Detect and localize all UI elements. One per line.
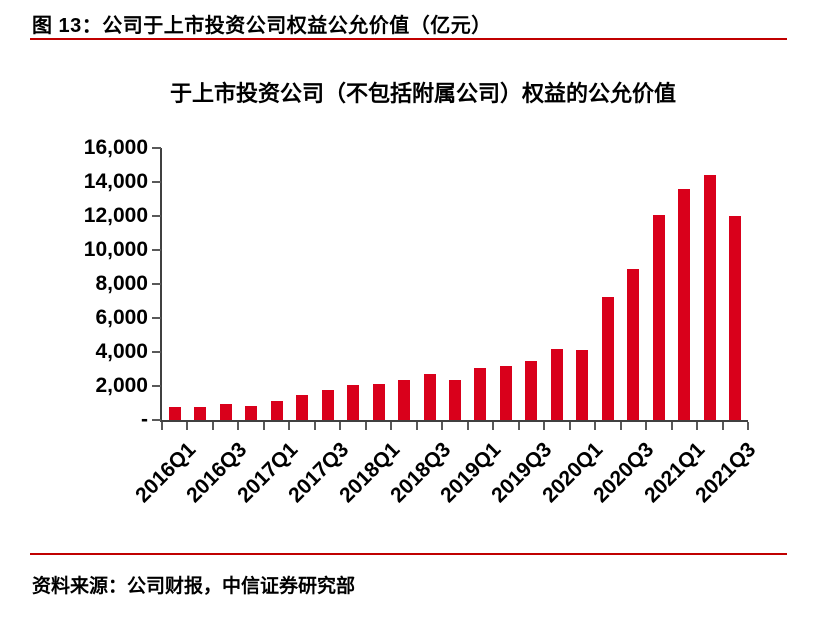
x-axis-tick-mark (262, 422, 265, 430)
bar-2020Q3 (627, 269, 640, 420)
bar-2018Q3 (423, 374, 436, 420)
x-axis-tick-mark (339, 422, 342, 430)
y-axis-tick-mark (152, 147, 161, 149)
chart-title: 于上市投资公司（不包括附属公司）权益的公允价值 (169, 81, 676, 106)
bar-2017Q3 (321, 390, 334, 420)
y-axis-tick-label: 10,000 (83, 238, 148, 261)
x-axis-tick-mark (364, 422, 367, 430)
x-axis-tick-mark (645, 422, 648, 430)
x-axis-tick-mark (721, 422, 724, 430)
x-axis-tick-mark (543, 422, 546, 430)
bar-2020Q1 (576, 350, 589, 420)
y-axis-tick-label: 2,000 (95, 374, 148, 397)
source-divider-line (30, 553, 787, 555)
bar-2021Q1 (678, 188, 691, 420)
y-axis-tick-mark (152, 419, 161, 421)
bar-2016Q3 (219, 403, 232, 420)
bar-2016Q2 (194, 406, 207, 420)
x-axis-tick-mark (211, 422, 214, 430)
y-axis-tick-label: 12,000 (83, 204, 148, 227)
bar-2021Q2 (703, 175, 716, 420)
bar-2019Q3 (525, 361, 538, 420)
y-axis-tick-mark (152, 351, 161, 353)
y-axis-tick-label: - (141, 408, 148, 431)
x-axis-tick-mark (237, 422, 240, 430)
y-axis-tick-label: 8,000 (95, 272, 148, 295)
x-axis-tick-mark (517, 422, 520, 430)
y-axis-tick-mark (152, 249, 161, 251)
y-axis-tick-mark (152, 283, 161, 285)
x-axis-tick-mark (594, 422, 597, 430)
bar-2017Q2 (296, 395, 309, 420)
x-axis-tick-mark (441, 422, 444, 430)
caption-divider-line (30, 38, 787, 40)
y-axis-tick-mark (152, 181, 161, 183)
bar-2020Q2 (601, 296, 614, 420)
x-axis-tick-mark (466, 422, 469, 430)
bar-2016Q1 (168, 406, 181, 420)
x-axis-tick-mark (568, 422, 571, 430)
bar-2019Q4 (550, 348, 563, 420)
figure-caption: 图 13：公司于上市投资公司权益公允价值（亿元） (32, 15, 492, 37)
bar-2019Q2 (499, 365, 512, 420)
x-axis-tick-mark (492, 422, 495, 430)
x-axis-tick-mark (161, 422, 163, 430)
x-axis-tick-mark (415, 422, 418, 430)
bar-2018Q4 (449, 380, 461, 420)
bar-chart-plot-area (162, 148, 748, 420)
y-axis-tick-mark (152, 317, 161, 319)
bar-2017Q4 (347, 384, 360, 420)
x-axis-tick-mark (696, 422, 699, 430)
y-axis-tick-mark (152, 215, 161, 217)
bar-2018Q2 (398, 379, 411, 420)
bar-2018Q1 (372, 384, 385, 420)
y-axis-tick-label: 4,000 (95, 340, 148, 363)
x-axis-tick-mark (186, 422, 189, 430)
x-axis-tick-mark (288, 422, 291, 430)
source-note: 资料来源：公司财报，中信证券研究部 (32, 576, 356, 597)
y-axis-tick-mark (152, 385, 161, 387)
bar-2019Q1 (474, 368, 487, 420)
bar-2020Q4 (652, 215, 665, 420)
x-axis-tick-mark (313, 422, 316, 430)
y-axis-tick-label: 16,000 (83, 136, 148, 159)
y-axis-line (160, 148, 162, 422)
x-axis-tick-mark (670, 422, 673, 430)
bar-2016Q4 (245, 405, 258, 420)
x-axis-tick-mark (619, 422, 622, 430)
bar-2017Q1 (270, 400, 283, 420)
x-axis-line (160, 420, 748, 422)
bar-2021Q3 (729, 215, 742, 420)
x-axis-tick-mark (390, 422, 393, 430)
x-axis-tick-mark (747, 422, 749, 430)
y-axis-tick-label: 6,000 (95, 306, 148, 329)
y-axis-tick-label: 14,000 (83, 170, 148, 193)
